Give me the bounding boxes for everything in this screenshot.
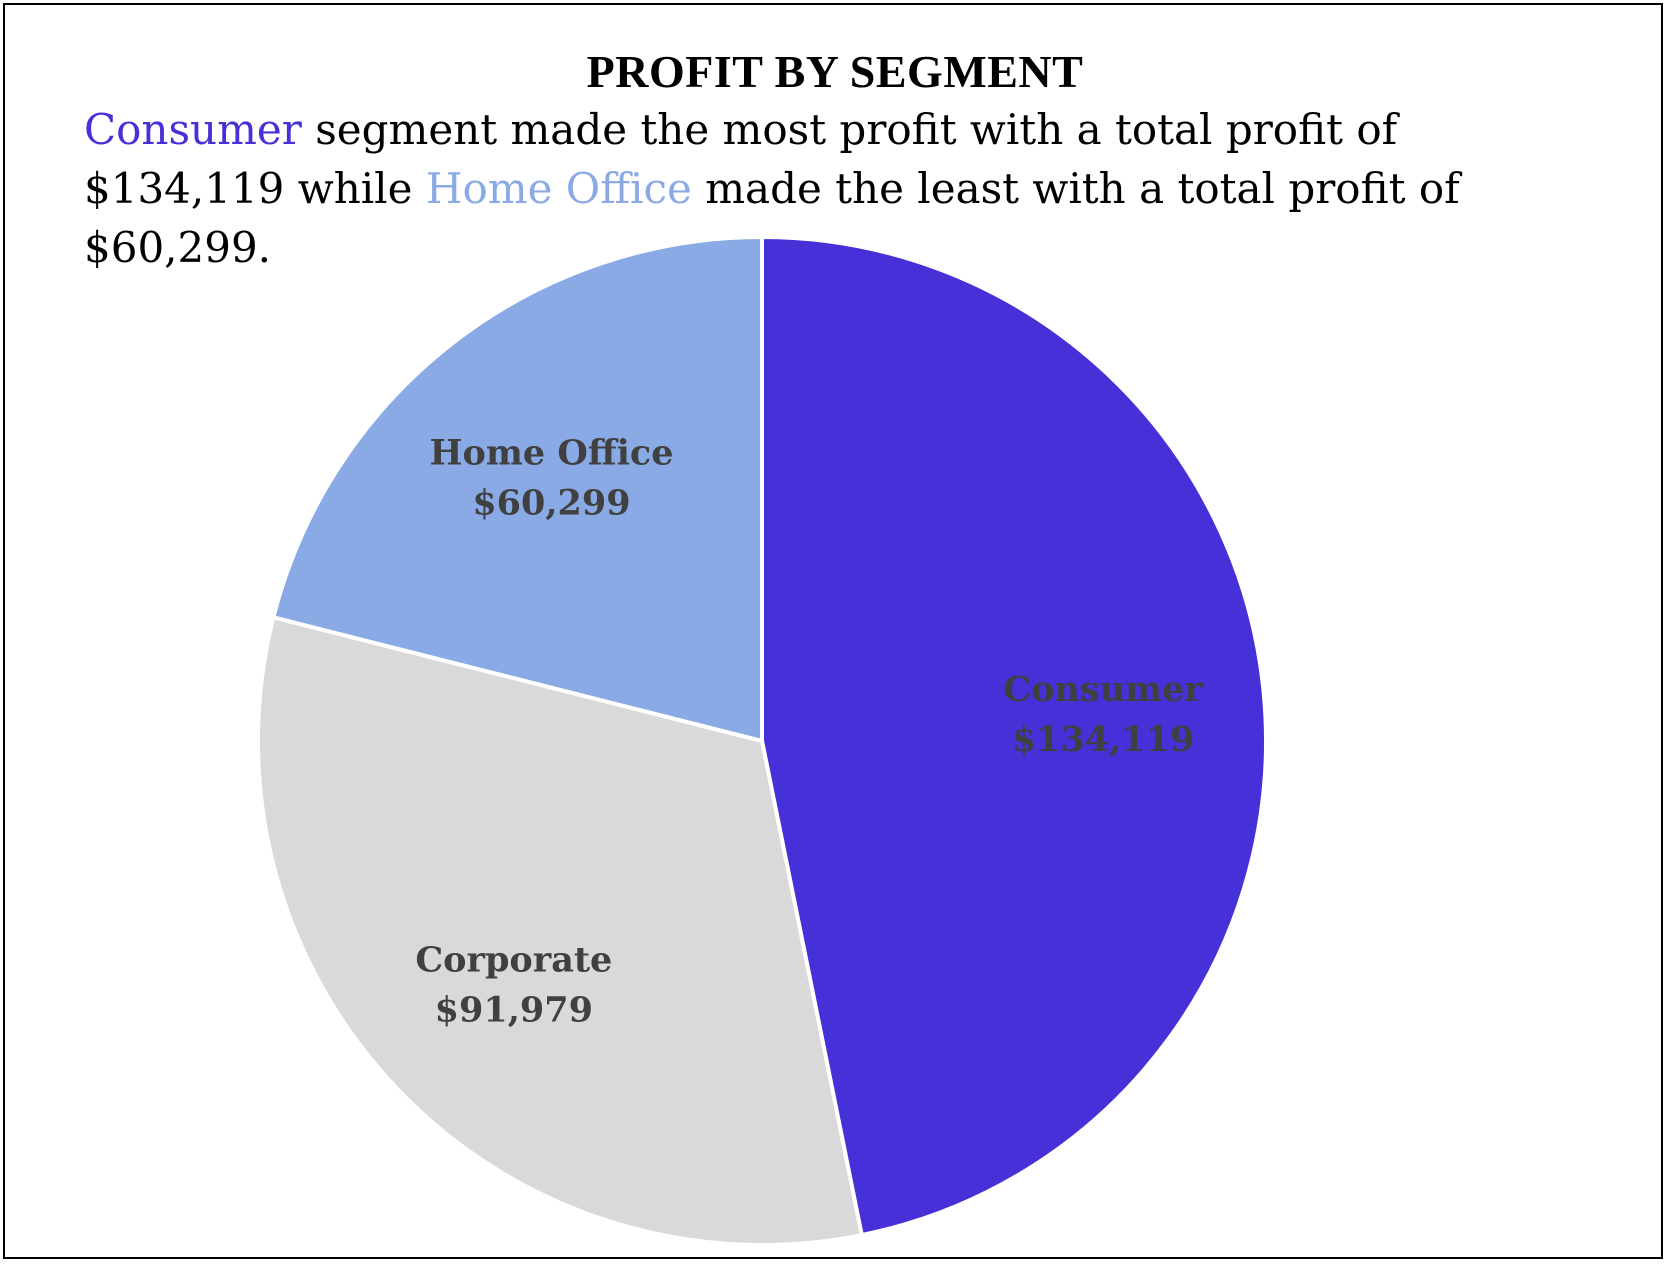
pie-label-value: $91,979 — [435, 989, 593, 1030]
subtitle-home-office-highlight: Home Office — [425, 164, 692, 213]
pie-slice-consumer — [760, 235, 1268, 1238]
pie-labels: Consumer $134,119 Corporate $91,979 Home Off… — [415, 433, 1203, 1031]
pie-label-name: Home Office — [429, 433, 673, 474]
chart-subtitle: Consumer segment made the most profit wi… — [84, 100, 1484, 277]
pie-label-value: $60,299 — [472, 483, 630, 524]
pie-label-corporate: Corporate $91,979 — [415, 939, 612, 1030]
pie-label-value: $134,119 — [1012, 719, 1195, 760]
pie-label-name: Corporate — [415, 939, 612, 980]
pie-slice-corporate — [256, 615, 864, 1247]
subtitle-text-2: made the least with a total profit of $6… — [84, 164, 1460, 272]
chart-title: PROFIT BY SEGMENT — [586, 46, 1084, 97]
pie-label-home-office: Home Office $60,299 — [429, 433, 673, 524]
pie-slice-home-office — [271, 235, 764, 743]
pie-slices — [256, 235, 1268, 1247]
subtitle-consumer-highlight: Consumer — [84, 105, 302, 154]
pie-label-consumer: Consumer $134,119 — [1003, 669, 1203, 760]
pie-label-name: Consumer — [1003, 669, 1203, 710]
subtitle-text-1: segment made the most profit with a tota… — [84, 105, 1398, 213]
